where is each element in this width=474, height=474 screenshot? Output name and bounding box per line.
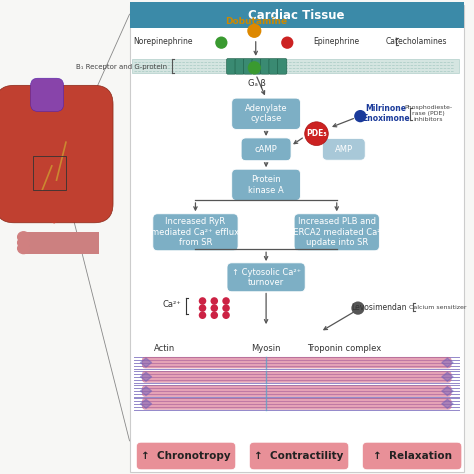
Text: AMP: AMP (335, 145, 353, 154)
FancyBboxPatch shape (24, 237, 99, 248)
Text: Actin: Actin (154, 344, 175, 353)
Polygon shape (442, 387, 453, 395)
FancyBboxPatch shape (153, 214, 238, 251)
Text: Adenylate
cyclase: Adenylate cyclase (245, 104, 287, 123)
Circle shape (281, 36, 293, 49)
Circle shape (210, 297, 218, 305)
Circle shape (215, 36, 228, 49)
Text: Ca²⁺: Ca²⁺ (163, 300, 182, 309)
Text: ↑  Chronotropy: ↑ Chronotropy (141, 451, 231, 461)
Text: Epinephrine: Epinephrine (313, 37, 359, 46)
FancyBboxPatch shape (24, 243, 99, 254)
FancyBboxPatch shape (249, 442, 349, 470)
FancyBboxPatch shape (137, 442, 236, 470)
FancyBboxPatch shape (31, 78, 64, 111)
FancyBboxPatch shape (252, 59, 261, 74)
Polygon shape (140, 358, 152, 367)
FancyBboxPatch shape (24, 232, 99, 242)
Text: ↑ Cytosolic Ca²⁺
turnover: ↑ Cytosolic Ca²⁺ turnover (231, 268, 301, 287)
Text: Increased RyR
mediated Ca²⁺ efflux
from SR: Increased RyR mediated Ca²⁺ efflux from … (151, 218, 239, 247)
Text: Myosin: Myosin (251, 344, 281, 353)
Text: Dobutamine: Dobutamine (225, 17, 287, 26)
Circle shape (199, 297, 206, 305)
Text: Phosphodieste-
rase (PDE)
inhibitors: Phosphodieste- rase (PDE) inhibitors (404, 105, 453, 122)
Circle shape (199, 304, 206, 312)
Text: Calcium sensitizer: Calcium sensitizer (409, 305, 467, 310)
Text: ↑  Contractility: ↑ Contractility (255, 451, 344, 461)
FancyBboxPatch shape (232, 169, 301, 201)
Text: Cardiac Tissue: Cardiac Tissue (248, 9, 345, 22)
FancyBboxPatch shape (227, 263, 305, 292)
Polygon shape (140, 373, 152, 381)
Polygon shape (442, 399, 453, 409)
Circle shape (210, 311, 218, 319)
FancyBboxPatch shape (232, 98, 301, 129)
FancyBboxPatch shape (235, 59, 245, 74)
Polygon shape (442, 373, 453, 381)
FancyBboxPatch shape (142, 398, 451, 410)
Text: Norepinephrine: Norepinephrine (134, 37, 193, 46)
Text: Levosimendan: Levosimendan (351, 303, 407, 311)
Text: ↑  Relaxation: ↑ Relaxation (373, 451, 452, 461)
FancyBboxPatch shape (142, 357, 451, 368)
FancyBboxPatch shape (244, 59, 253, 74)
Circle shape (199, 311, 206, 319)
Circle shape (351, 301, 365, 315)
Text: Increased PLB and
SERCA2 mediated Ca²⁺
update into SR: Increased PLB and SERCA2 mediated Ca²⁺ u… (288, 218, 385, 247)
Circle shape (210, 304, 218, 312)
Circle shape (248, 61, 261, 74)
Circle shape (222, 304, 230, 312)
FancyBboxPatch shape (277, 59, 287, 74)
Text: Gₐ β: Gₐ β (248, 80, 265, 88)
Circle shape (222, 297, 230, 305)
FancyBboxPatch shape (227, 59, 236, 74)
Circle shape (354, 110, 366, 122)
Ellipse shape (18, 237, 29, 248)
FancyBboxPatch shape (260, 59, 270, 74)
Text: cAMP: cAMP (255, 145, 277, 154)
Ellipse shape (18, 243, 29, 254)
Ellipse shape (18, 232, 29, 242)
Circle shape (247, 24, 261, 38)
Circle shape (305, 122, 328, 146)
FancyBboxPatch shape (363, 442, 462, 470)
FancyBboxPatch shape (294, 214, 379, 251)
FancyBboxPatch shape (129, 2, 464, 28)
Text: Milrinone
Enoximone: Milrinone Enoximone (363, 104, 410, 123)
FancyBboxPatch shape (322, 138, 365, 160)
Text: PDE₅: PDE₅ (306, 129, 327, 138)
Polygon shape (140, 399, 152, 409)
FancyBboxPatch shape (142, 386, 451, 396)
Polygon shape (5, 199, 104, 223)
Text: B₁ Receptor and G-protein: B₁ Receptor and G-protein (76, 64, 167, 70)
FancyBboxPatch shape (132, 59, 459, 73)
FancyBboxPatch shape (142, 372, 451, 382)
Text: Catecholamines: Catecholamines (386, 37, 447, 46)
Polygon shape (442, 358, 453, 367)
Text: Troponin complex: Troponin complex (307, 344, 381, 353)
Polygon shape (140, 387, 152, 395)
Circle shape (222, 311, 230, 319)
FancyBboxPatch shape (269, 59, 278, 74)
FancyBboxPatch shape (129, 5, 464, 472)
FancyBboxPatch shape (0, 85, 113, 223)
Text: Protein
kinase A: Protein kinase A (248, 175, 284, 194)
FancyBboxPatch shape (241, 138, 291, 161)
